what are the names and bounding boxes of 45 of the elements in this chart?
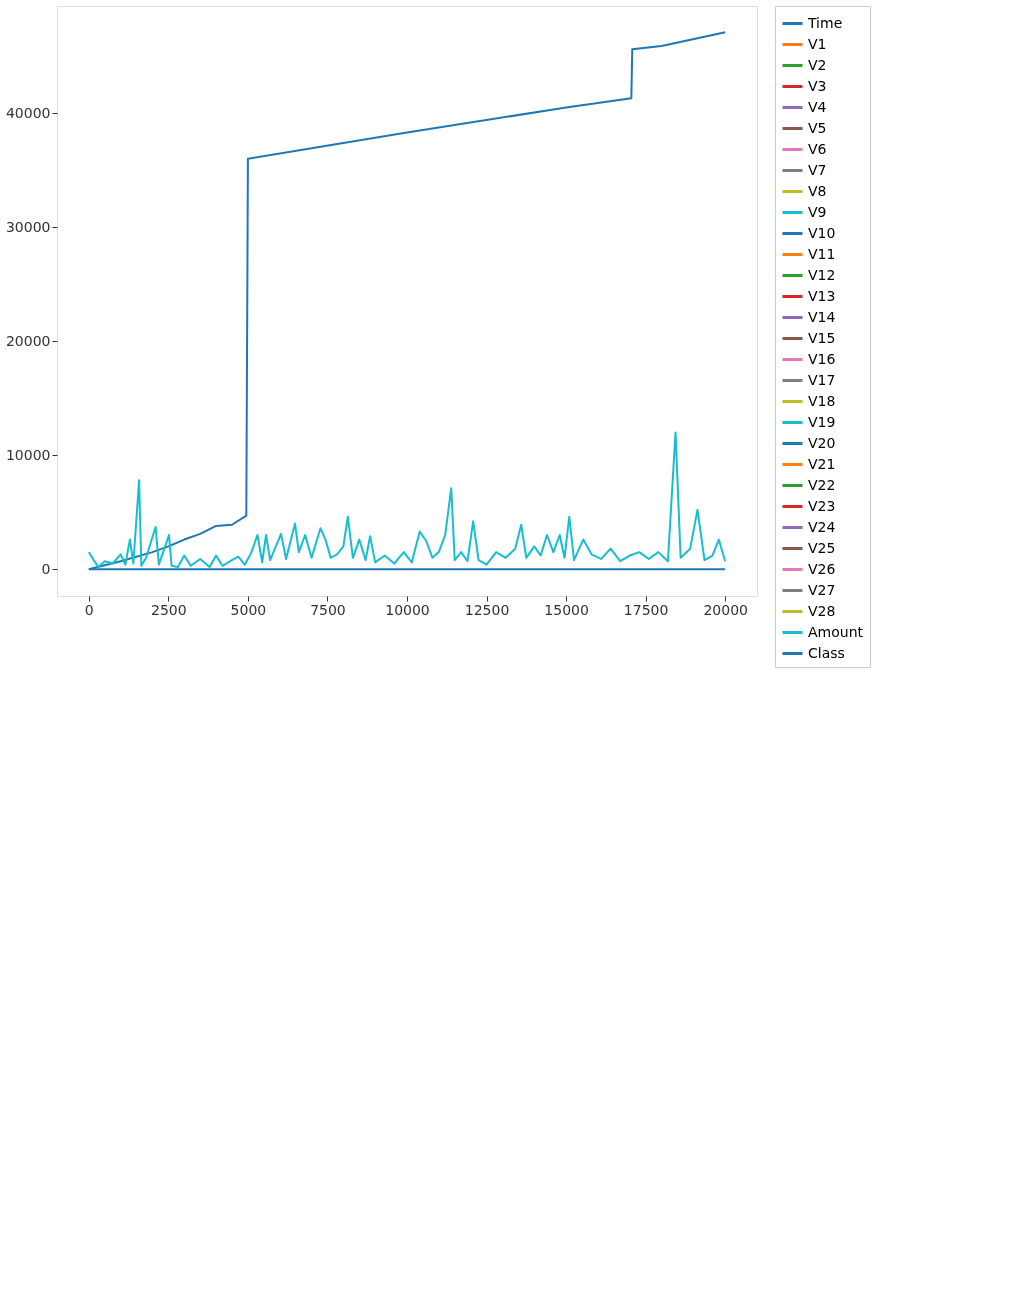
legend-label: V28 <box>808 602 836 619</box>
legend-label: V4 <box>808 98 827 115</box>
y-tick-label: 40000 <box>5 104 51 121</box>
legend-label: V6 <box>808 140 827 157</box>
y-tick-label: 20000 <box>5 332 51 349</box>
x-tick-label: 5000 <box>230 601 267 618</box>
legend-label: Time <box>807 14 843 31</box>
legend-label: Class <box>808 644 845 661</box>
legend-label: V11 <box>808 245 836 262</box>
legend-label: V2 <box>808 56 827 73</box>
legend-label: V21 <box>808 455 836 472</box>
legend-label: V14 <box>808 308 836 325</box>
legend-label: V25 <box>808 539 836 556</box>
legend-label: V20 <box>808 434 836 451</box>
legend-label: V8 <box>808 182 827 199</box>
x-tick-label: 2500 <box>151 601 187 618</box>
legend-label: V10 <box>808 224 836 241</box>
legend-label: Amount <box>808 623 864 640</box>
y-tick-label: 10000 <box>5 446 51 463</box>
legend-label: V12 <box>808 266 836 283</box>
legend-label: V19 <box>808 413 836 430</box>
x-tick-label: 0 <box>84 601 94 618</box>
legend-label: V24 <box>808 518 836 535</box>
legend-label: V22 <box>808 476 836 493</box>
legend-label: V27 <box>808 581 836 598</box>
legend-label: V5 <box>808 119 827 136</box>
x-tick-label: 7500 <box>310 601 346 618</box>
x-tick-label: 10000 <box>385 601 430 618</box>
x-tick-label: 17500 <box>623 601 669 618</box>
legend-label: V1 <box>808 35 827 52</box>
legend-label: V23 <box>808 497 836 514</box>
legend-label: V9 <box>808 203 827 220</box>
legend-label: V15 <box>808 329 836 346</box>
x-tick-label: 20000 <box>703 601 748 618</box>
legend-label: V7 <box>808 161 827 178</box>
x-tick-label: 12500 <box>464 601 510 618</box>
legend-label: V16 <box>808 350 836 367</box>
y-tick-label: 0 <box>41 560 51 577</box>
legend-label: V13 <box>808 287 836 304</box>
legend-label: V3 <box>808 77 827 94</box>
legend-label: V26 <box>808 560 836 577</box>
x-tick-label: 15000 <box>544 601 589 618</box>
legend-label: V17 <box>808 371 836 388</box>
y-tick-label: 30000 <box>5 218 51 235</box>
legend-label: V18 <box>808 392 836 409</box>
